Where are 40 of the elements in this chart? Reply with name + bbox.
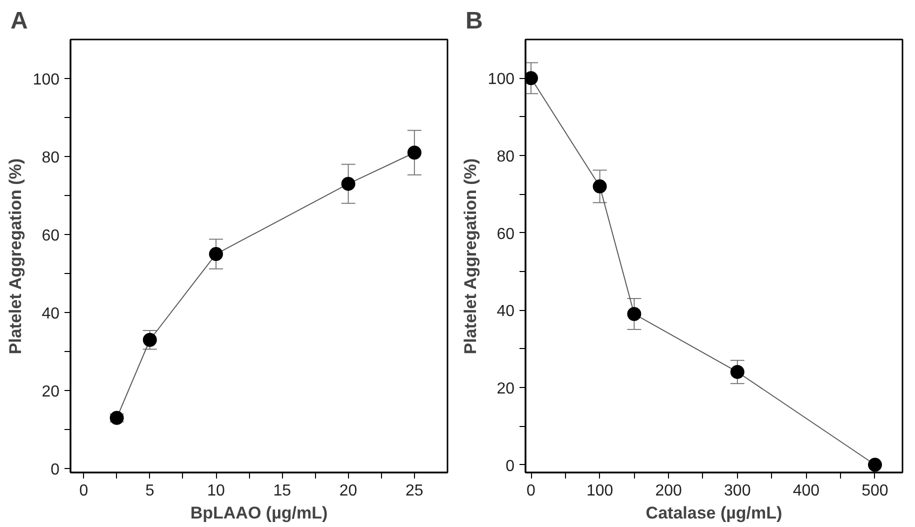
- x-tick-label: 400: [792, 482, 820, 500]
- point: [209, 247, 224, 262]
- x-axis-title: Catalase (µg/mL): [646, 504, 782, 522]
- chart-title: A: [10, 8, 28, 34]
- y-axis-title: Platelet Aggregation (%): [6, 158, 25, 354]
- chart-title: B: [466, 8, 483, 34]
- x-tick-label: 15: [273, 482, 292, 500]
- point: [407, 146, 422, 160]
- y-tick-label: 80: [496, 148, 515, 166]
- x-tick-label: 100: [586, 482, 614, 500]
- x-axis-title: BpLAAO (µg/mL): [190, 504, 328, 522]
- x-tick-label: 5: [145, 482, 154, 500]
- y-tick-label: 40: [496, 303, 515, 320]
- x-tick-label: 300: [724, 482, 751, 500]
- y-tick-label: 60: [496, 226, 515, 243]
- point: [341, 176, 356, 191]
- point: [730, 364, 744, 379]
- x-tick-label: 20: [339, 482, 358, 500]
- y-tick-label: 0: [506, 458, 515, 475]
- y-tick-label: 100: [488, 71, 515, 88]
- y-tick-label: 20: [42, 384, 60, 401]
- point: [627, 307, 642, 321]
- x-tick-label: 500: [862, 482, 888, 500]
- y-tick-label: 0: [50, 462, 60, 479]
- x-tick-label: 0: [79, 482, 88, 500]
- y-axis-title: Platelet Aggregation (%): [460, 158, 480, 354]
- y-tick-label: 40: [42, 306, 60, 323]
- x-tick-label: 200: [655, 482, 682, 500]
- point: [592, 179, 607, 194]
- point: [526, 71, 538, 86]
- y-tick-label: 60: [42, 228, 60, 245]
- y-tick-label: 80: [42, 150, 60, 167]
- y-tick-label: 100: [32, 72, 60, 89]
- x-tick-label: 25: [406, 482, 424, 500]
- point: [868, 458, 882, 472]
- x-tick-label: 0: [526, 482, 536, 500]
- x-tick-label: 10: [207, 482, 226, 500]
- point: [142, 332, 157, 347]
- y-tick-label: 20: [496, 380, 515, 398]
- point: [110, 410, 124, 425]
